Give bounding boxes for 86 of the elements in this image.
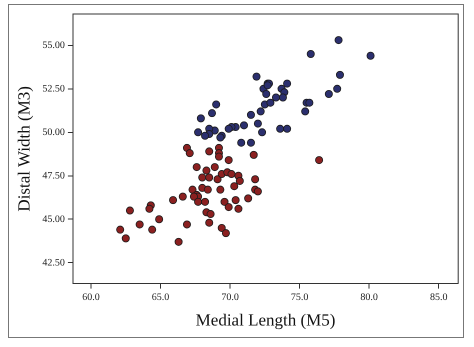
point [258, 128, 266, 136]
point [188, 186, 197, 194]
point [182, 220, 191, 228]
point [222, 229, 230, 238]
point [136, 220, 144, 228]
point [244, 194, 252, 202]
point [178, 192, 187, 201]
y-tick-label: 55.00 [42, 40, 65, 51]
x-tick-label: 65.0 [152, 292, 170, 304]
point [276, 124, 284, 133]
point [336, 70, 344, 79]
point [218, 224, 226, 232]
point [205, 218, 214, 227]
y-tick-label: 47.50 [42, 170, 65, 182]
point [224, 124, 233, 133]
point [155, 215, 164, 224]
point [324, 90, 333, 98]
x-tick-label: 85.0 [430, 292, 448, 304]
point [220, 198, 229, 206]
point [366, 52, 375, 60]
point [122, 234, 130, 242]
point [256, 107, 265, 116]
point [234, 204, 242, 213]
point [237, 138, 246, 147]
point [301, 107, 310, 116]
point [169, 196, 178, 204]
point [204, 186, 212, 194]
point [216, 186, 224, 194]
y-tick-label: 42.50 [42, 257, 65, 268]
point [212, 100, 220, 108]
point [254, 120, 262, 128]
point [254, 187, 262, 196]
point [262, 90, 270, 98]
point [230, 182, 238, 190]
point [236, 176, 244, 185]
point [246, 110, 255, 119]
point [205, 174, 214, 182]
point [202, 166, 210, 175]
x-tick-label: 80.0 [360, 292, 378, 304]
point [198, 174, 206, 182]
point [205, 147, 214, 156]
point [315, 156, 324, 164]
y-tick-label: 52.50 [42, 83, 65, 94]
point [116, 226, 124, 234]
point [252, 72, 261, 81]
point [194, 128, 202, 136]
point [334, 36, 343, 44]
point [232, 196, 240, 204]
point [208, 109, 216, 118]
y-tick-label: 45.00 [42, 214, 65, 225]
point [192, 163, 201, 172]
point [148, 226, 156, 234]
x-tick-label: 70.0 [221, 292, 239, 304]
point [246, 138, 255, 147]
y-tick-label: 50.00 [42, 126, 65, 138]
point [272, 93, 280, 102]
point [186, 149, 194, 158]
x-tick-label: 75.0 [290, 292, 308, 304]
point [201, 198, 210, 206]
point [224, 203, 233, 212]
point [214, 175, 222, 184]
x-tick-label: 60.0 [82, 292, 100, 304]
point [283, 80, 292, 88]
point [251, 175, 260, 184]
point [278, 93, 287, 102]
point [306, 50, 315, 58]
x-axis-title: Medial Length (M5) [196, 310, 336, 330]
point [250, 150, 258, 159]
point [190, 192, 198, 201]
point [194, 198, 202, 206]
point [224, 156, 233, 164]
point [126, 206, 134, 215]
y-axis-title: Distal Width (M3) [14, 86, 34, 212]
point [240, 121, 248, 130]
point [201, 132, 210, 140]
point [210, 163, 219, 172]
point [283, 124, 292, 133]
point [333, 84, 342, 93]
point [145, 204, 154, 213]
point [266, 98, 274, 107]
point [214, 152, 223, 161]
point [206, 210, 215, 218]
point [227, 170, 236, 178]
point [305, 98, 314, 107]
point [174, 238, 183, 246]
point [196, 114, 205, 122]
